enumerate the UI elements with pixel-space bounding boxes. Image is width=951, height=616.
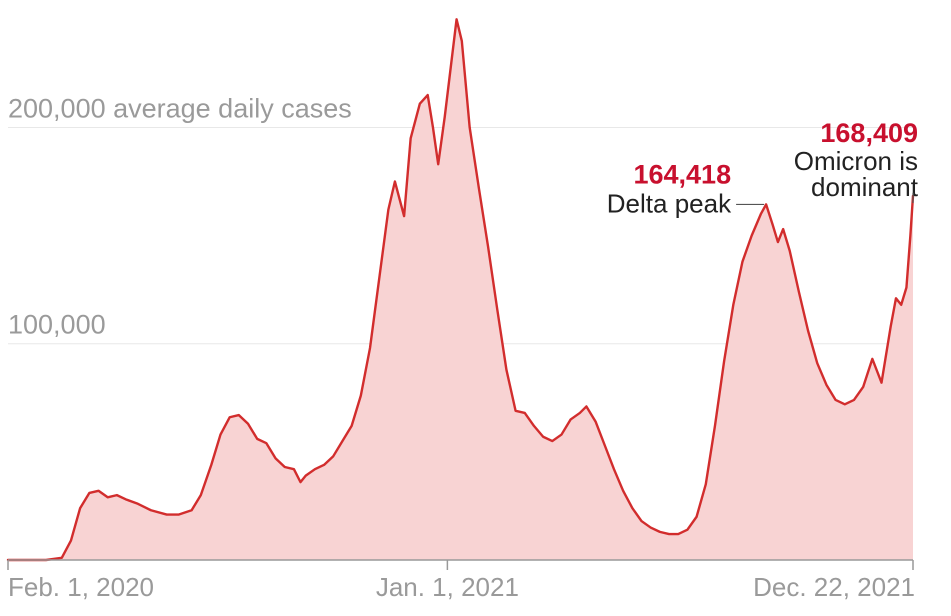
omicron-label-line-0: Omicron is xyxy=(794,146,918,176)
y-tick-label-100000: 100,000 xyxy=(8,310,106,340)
x-tick-label-1: Jan. 1, 2021 xyxy=(376,572,519,602)
omicron-label-line-1: dominant xyxy=(811,172,919,202)
delta-peak-label: Delta peak xyxy=(607,188,732,218)
label-layer: 100,000 200,000 average daily cases Feb. 1… xyxy=(8,93,915,602)
series-area xyxy=(8,19,913,560)
delta-peak-value: 164,418 xyxy=(633,159,731,189)
series-line xyxy=(6,18,915,562)
area-layer xyxy=(6,18,915,562)
omicron-value: 168,409 xyxy=(820,118,918,148)
y-tick-label-200000: 200,000 average daily cases xyxy=(8,93,352,123)
x-tick-label-2: Dec. 22, 2021 xyxy=(753,572,915,602)
x-tick-label-0: Feb. 1, 2020 xyxy=(8,572,154,602)
axis-layer xyxy=(7,559,914,570)
